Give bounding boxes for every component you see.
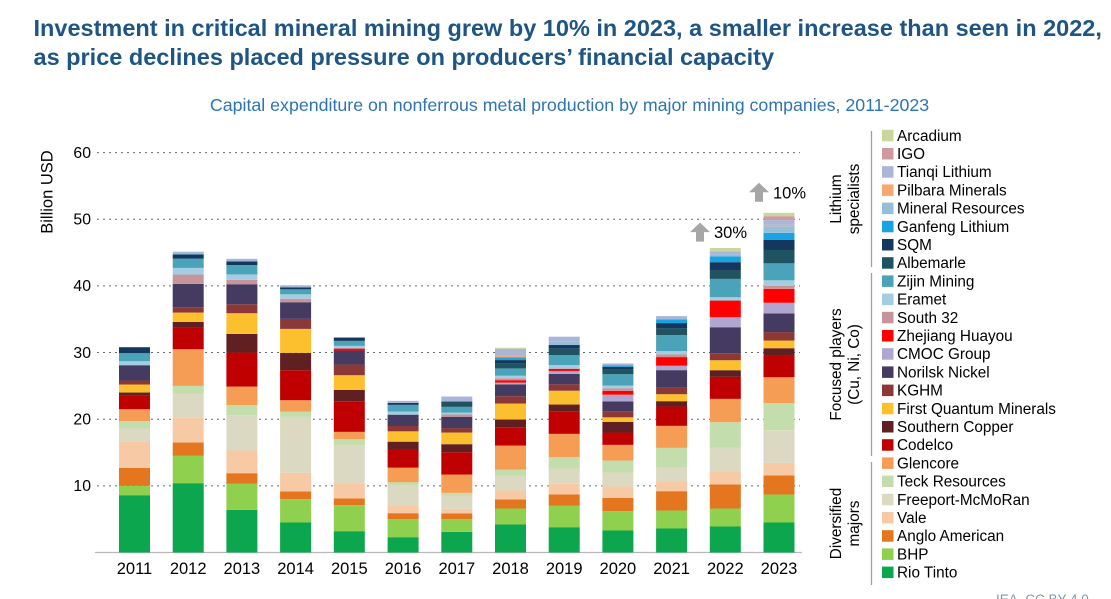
svg-text:2013: 2013	[224, 560, 261, 578]
svg-text:2022: 2022	[707, 560, 744, 578]
svg-text:Freeport-McMoRan: Freeport-McMoRan	[897, 492, 1030, 509]
svg-text:Zhejiang Huayou: Zhejiang Huayou	[897, 328, 1013, 345]
svg-text:Zijin Mining: Zijin Mining	[897, 273, 974, 290]
svg-text:2016: 2016	[385, 560, 422, 578]
svg-text:10%: 10%	[773, 185, 806, 203]
svg-text:Norilsk Nickel: Norilsk Nickel	[897, 364, 990, 381]
svg-text:specialists: specialists	[846, 163, 863, 234]
svg-text:2021: 2021	[653, 560, 690, 578]
svg-text:2019: 2019	[546, 560, 583, 578]
svg-text:Rio Tinto: Rio Tinto	[897, 565, 957, 582]
svg-text:Albemarle: Albemarle	[897, 255, 966, 272]
svg-text:Arcadium: Arcadium	[897, 128, 962, 145]
svg-text:2017: 2017	[438, 560, 475, 578]
svg-text:Pilbara Minerals: Pilbara Minerals	[897, 182, 1007, 199]
svg-text:2014: 2014	[277, 560, 314, 578]
svg-text:30%: 30%	[714, 224, 747, 242]
svg-text:IEA. CC BY 4.0: IEA. CC BY 4.0	[996, 592, 1089, 599]
svg-text:Lithium: Lithium	[828, 174, 845, 223]
svg-text:40: 40	[73, 278, 91, 295]
svg-text:Billion USD: Billion USD	[39, 150, 57, 234]
svg-text:Ganfeng Lithium: Ganfeng Lithium	[897, 219, 1009, 236]
svg-text:30: 30	[73, 345, 91, 362]
svg-text:SQM: SQM	[897, 237, 932, 254]
svg-text:60: 60	[73, 145, 91, 162]
svg-text:Focused players: Focused players	[828, 308, 845, 421]
svg-text:CMOC Group: CMOC Group	[897, 346, 991, 363]
svg-text:Tianqi Lithium: Tianqi Lithium	[897, 164, 992, 181]
svg-text:Anglo American: Anglo American	[897, 528, 1004, 545]
svg-text:First Quantum Minerals: First Quantum Minerals	[897, 401, 1056, 418]
svg-text:South 32: South 32	[897, 310, 958, 327]
svg-text:(Cu, Ni, Co): (Cu, Ni, Co)	[846, 324, 863, 405]
svg-text:majors: majors	[846, 500, 863, 546]
svg-text:BHP: BHP	[897, 546, 928, 563]
svg-text:Diversified: Diversified	[828, 488, 845, 559]
svg-text:Mineral Resources: Mineral Resources	[897, 201, 1025, 218]
svg-text:50: 50	[73, 212, 91, 229]
svg-text:10: 10	[73, 478, 91, 495]
svg-text:2023: 2023	[761, 560, 798, 578]
svg-text:20: 20	[73, 412, 91, 429]
svg-text:Glencore: Glencore	[897, 455, 959, 472]
svg-text:Eramet: Eramet	[897, 292, 947, 309]
svg-text:2020: 2020	[600, 560, 637, 578]
svg-text:Southern Copper: Southern Copper	[897, 419, 1014, 436]
svg-text:KGHM: KGHM	[897, 383, 943, 400]
svg-text:Vale: Vale	[897, 510, 926, 527]
svg-text:2015: 2015	[331, 560, 368, 578]
svg-text:2018: 2018	[492, 560, 529, 578]
svg-text:IGO: IGO	[897, 146, 925, 163]
svg-text:2011: 2011	[117, 560, 152, 578]
svg-text:Teck Resources: Teck Resources	[897, 474, 1006, 491]
svg-text:2012: 2012	[170, 560, 207, 578]
svg-text:Codelco: Codelco	[897, 437, 953, 454]
